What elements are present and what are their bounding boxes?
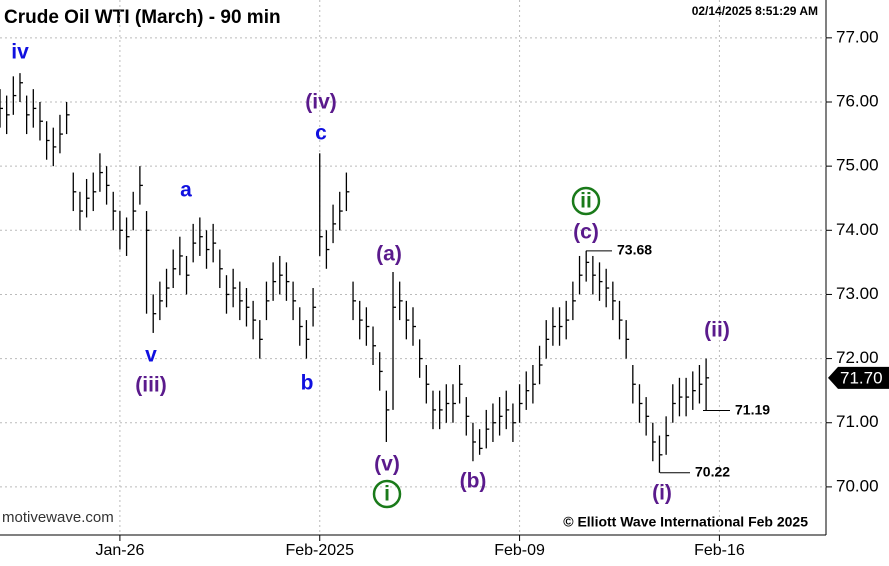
- wave-circle: [571, 186, 601, 216]
- price-label: 71.19: [735, 401, 770, 417]
- x-tick-label: Feb-16: [694, 542, 745, 559]
- chart-title: Crude Oil WTI (March) - 90 min: [4, 7, 281, 28]
- price-label: 73.68: [617, 242, 652, 258]
- y-tick-label: 75.00: [836, 156, 879, 175]
- wave-label: (a): [376, 243, 402, 266]
- x-tick-label: Feb-09: [494, 542, 545, 559]
- wave-label: a: [180, 179, 192, 202]
- wave-label: iv: [11, 41, 29, 64]
- copyright: © Elliott Wave International Feb 2025: [563, 514, 808, 530]
- y-tick-label: 72.00: [836, 348, 879, 367]
- wave-label: (b): [460, 470, 487, 493]
- wave-label: ii: [580, 190, 592, 213]
- wave-label: (iv): [305, 91, 337, 114]
- wave-label: c: [315, 122, 327, 145]
- wave-label: (ii): [704, 319, 730, 342]
- timestamp: 02/14/2025 8:51:29 AM: [692, 4, 818, 18]
- wave-label: (c): [573, 221, 599, 244]
- wave-label: (v): [374, 453, 400, 476]
- wave-label: (iii): [135, 374, 167, 397]
- wave-label: (i): [652, 482, 672, 505]
- wave-label: b: [301, 372, 314, 395]
- last-price-tag: [828, 366, 889, 389]
- y-tick-label: 73.00: [836, 284, 879, 303]
- source: motivewave.com: [2, 509, 114, 526]
- x-tick-label: Feb-2025: [285, 542, 354, 559]
- last-price-label: 71.70: [840, 368, 883, 387]
- wave-circle: [372, 479, 402, 509]
- y-tick-label: 71.00: [836, 412, 879, 431]
- wave-label: v: [145, 344, 157, 367]
- price-label: 70.22: [695, 463, 730, 479]
- x-tick-label: Jan-26: [95, 542, 144, 559]
- y-tick-label: 74.00: [836, 220, 879, 239]
- y-tick-label: 76.00: [836, 91, 879, 110]
- wave-label: i: [384, 483, 390, 506]
- y-tick-label: 70.00: [836, 476, 879, 495]
- y-tick-label: 77.00: [836, 27, 879, 46]
